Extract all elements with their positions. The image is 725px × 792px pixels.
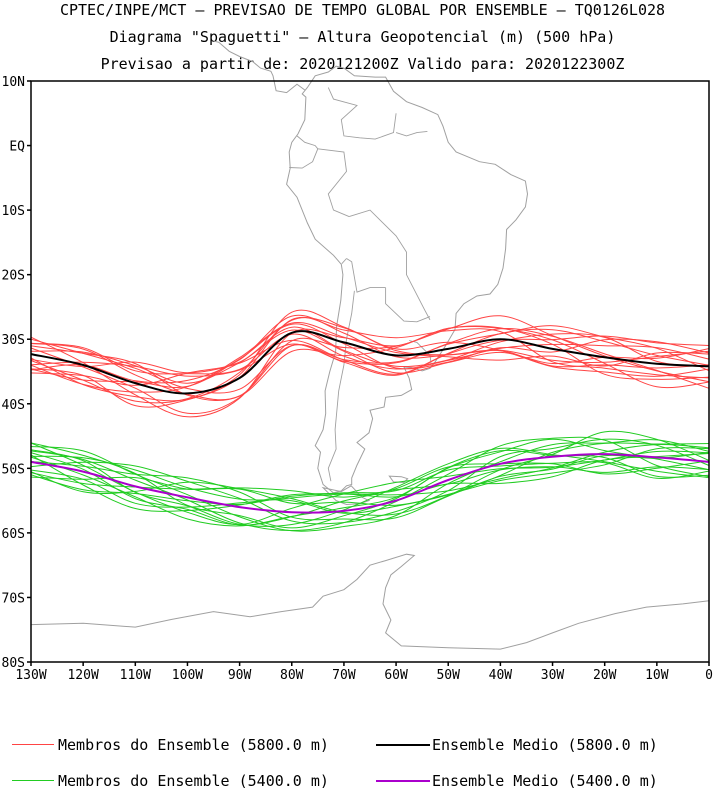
member-contour-5800 — [30, 328, 710, 389]
coastline-layer — [30, 40, 710, 650]
legend-swatch-member-5800 — [12, 744, 54, 745]
antarctica-coastline — [30, 553, 710, 650]
lon-label: 10W — [645, 668, 669, 683]
ensemble-mean-5800 — [30, 330, 710, 395]
tierra-del-fuego-coastline — [321, 485, 371, 506]
lat-label: 70S — [2, 591, 25, 606]
member-contour-5800 — [30, 323, 710, 388]
lat-label: 80S — [2, 656, 25, 671]
lon-label: 60W — [384, 668, 408, 683]
country-border — [395, 130, 428, 137]
longitude-axis: 130W 120W 110W 100W 90W 80W 70W 60W 50W … — [15, 668, 713, 683]
lon-label: 20W — [593, 668, 617, 683]
lat-label: 50S — [2, 462, 25, 477]
lon-label: 90W — [228, 668, 252, 683]
legend-label-member-5400: Membros do Ensemble (5400.0 m) — [58, 772, 329, 790]
member-contour-5800 — [30, 333, 710, 375]
lat-label: 30S — [2, 333, 25, 348]
member-contour-5400 — [30, 452, 710, 526]
lon-label: 0 — [705, 668, 713, 683]
member-contour-5800 — [30, 328, 710, 375]
country-border — [317, 148, 350, 218]
lon-label: 30W — [541, 668, 565, 683]
lon-label: 70W — [332, 668, 356, 683]
ensemble-mean-5400 — [30, 453, 710, 514]
central-america-coastline — [213, 40, 306, 94]
member-contour-5800 — [30, 335, 710, 394]
title-line-1: CPTEC/INPE/MCT — PREVISAO DE TEMPO GLOBA… — [59, 1, 666, 19]
lon-label: 110W — [120, 668, 151, 683]
member-contour-5400 — [30, 436, 710, 532]
country-border — [289, 148, 319, 169]
member-contour-5400 — [30, 461, 710, 506]
member-contour-5800 — [30, 316, 710, 408]
country-border — [385, 287, 431, 323]
map-border — [30, 80, 710, 663]
legend-swatch-member-5400 — [12, 780, 54, 781]
contour-layer — [30, 309, 710, 532]
lat-label: EQ — [9, 140, 25, 155]
lon-label: 130W — [15, 668, 46, 683]
lon-label: 40W — [489, 668, 513, 683]
lat-label: 40S — [2, 398, 25, 413]
member-contour-5400 — [30, 439, 710, 532]
lat-label: 10S — [2, 204, 25, 219]
legend-label-mean-5400: Ensemble Medio (5400.0 m) — [432, 772, 658, 790]
map-frame — [27, 80, 710, 666]
member-contour-5800 — [30, 326, 710, 401]
legend-label-mean-5800: Ensemble Medio (5800.0 m) — [432, 736, 658, 754]
title-line-3: Previsao a partir de: 2020121200Z Valido… — [100, 55, 625, 73]
lat-label: 60S — [2, 527, 25, 542]
country-border — [346, 258, 386, 293]
legend-swatch-mean-5400 — [376, 780, 430, 782]
legend-swatch-mean-5800 — [376, 744, 430, 746]
member-contour-5400 — [30, 447, 710, 527]
lon-label: 80W — [280, 668, 304, 683]
country-border — [327, 87, 397, 140]
lon-label: 100W — [172, 668, 203, 683]
member-contour-5400 — [30, 451, 710, 514]
member-contour-5400 — [30, 430, 710, 516]
member-contour-5400 — [30, 447, 710, 506]
title-line-2: Diagrama "Spaguetti" — Altura Geopotenci… — [109, 28, 616, 46]
member-contour-5400 — [30, 442, 710, 521]
lon-label: 120W — [67, 668, 98, 683]
country-border — [327, 290, 355, 482]
lon-label: 50W — [436, 668, 460, 683]
member-contour-5800 — [30, 322, 710, 393]
lat-label: 20S — [2, 269, 25, 284]
country-border — [341, 258, 347, 265]
country-border — [296, 135, 319, 150]
member-contour-5800 — [30, 309, 710, 402]
south-america-coastline — [286, 65, 529, 494]
legend-label-member-5800: Membros do Ensemble (5800.0 m) — [58, 736, 329, 754]
lat-label: 10N — [2, 75, 25, 90]
latitude-axis: 10N EQ 10S 20S 30S 40S 50S 60S 70S 80S — [2, 75, 26, 671]
country-border — [348, 209, 431, 321]
